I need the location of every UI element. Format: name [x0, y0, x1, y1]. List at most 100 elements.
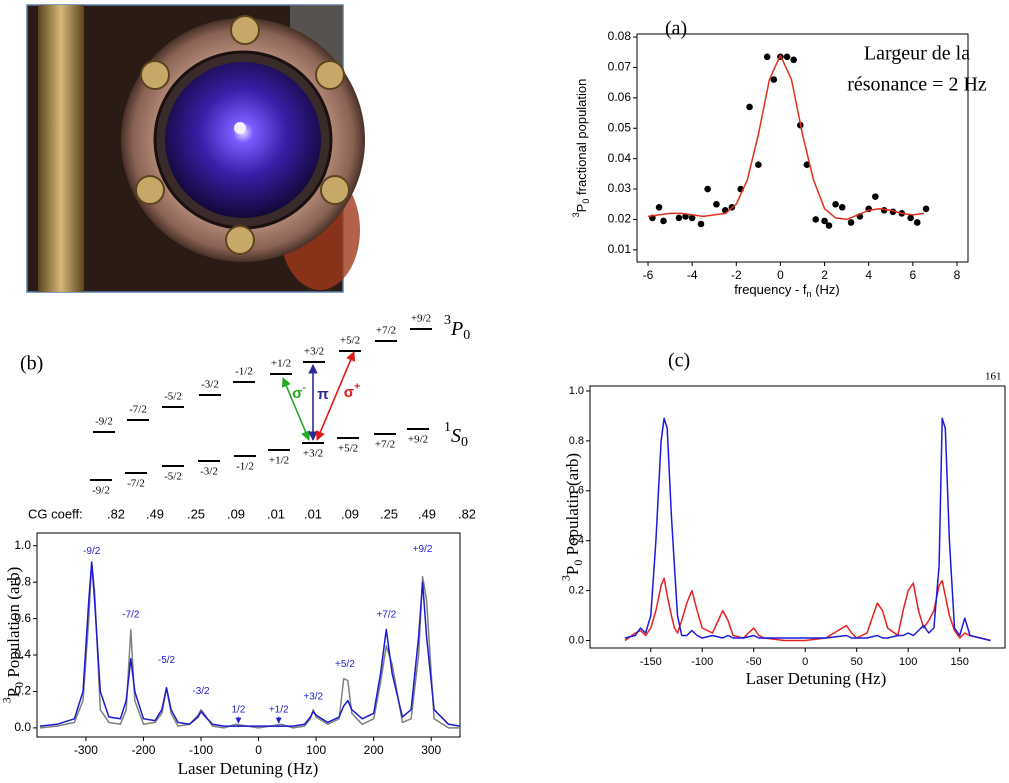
text-part: P	[574, 204, 589, 213]
text-part: 0	[463, 328, 470, 343]
y-tick-label: 0.02	[608, 212, 632, 226]
peak-label: +5/2	[335, 659, 355, 670]
data-point	[713, 200, 720, 208]
peak-label: +7/2	[376, 610, 396, 621]
cg-value: .25	[187, 506, 205, 521]
cg-value: .82	[107, 506, 125, 521]
text-part: σ	[292, 385, 302, 402]
x-axis-label: frequency - fn (Hz)	[734, 282, 840, 299]
plot-frame	[589, 385, 1006, 649]
note: 161	[985, 371, 1002, 383]
text-part: 0	[461, 435, 468, 450]
y-tick-label: 0.2	[569, 585, 584, 597]
text-part: 0	[12, 682, 26, 688]
y-tick-label: 1.0	[14, 538, 31, 552]
x-tick-label: 100	[306, 743, 326, 757]
text-part: P	[450, 318, 463, 340]
x-tick-label: 300	[421, 743, 441, 757]
level-label: +3/2	[303, 448, 323, 460]
x-tick-label: -2	[731, 268, 742, 282]
level-label: -5/2	[164, 391, 182, 403]
y-tick-label: 0.01	[608, 242, 632, 256]
data-point	[832, 200, 839, 208]
data-point	[763, 53, 771, 61]
data-point	[746, 103, 753, 111]
transition-label: σ-	[292, 381, 306, 402]
cg-value: .01	[304, 506, 322, 521]
level-label: -3/2	[200, 466, 218, 478]
peak-label: +3/2	[303, 692, 323, 703]
cg-value: .01	[267, 506, 285, 521]
x-tick-label: 0	[255, 743, 262, 757]
level-label: -7/2	[127, 478, 145, 490]
panel-label: (a)	[665, 18, 687, 40]
text-part: 0	[571, 560, 585, 566]
text-part: P	[563, 566, 582, 575]
x-tick-label: 4	[865, 268, 872, 282]
data-point	[825, 222, 833, 229]
y-tick-label: 0.4	[569, 535, 584, 547]
state-name: 1S0	[444, 420, 468, 450]
data-line	[39, 561, 460, 729]
x-tick-label: 50	[851, 656, 863, 668]
level-label: +3/2	[304, 346, 324, 358]
text-part: S	[451, 425, 461, 447]
data-line	[624, 577, 991, 642]
y-tick-label: 0.0	[14, 720, 31, 734]
data-point	[655, 203, 663, 211]
x-tick-label: -100	[189, 743, 213, 757]
peak-label: -9/2	[83, 546, 101, 557]
plot-frame	[36, 532, 461, 738]
x-tick-label: -200	[131, 743, 155, 757]
level-label: +5/2	[340, 335, 360, 347]
y-tick-label: 0.6	[14, 611, 31, 625]
x-tick-label: -150	[640, 656, 662, 668]
level-label: +5/2	[338, 443, 358, 455]
data-point	[697, 220, 705, 228]
data-point	[755, 161, 762, 169]
text-part: 0	[581, 199, 591, 204]
data-point	[872, 193, 879, 200]
level-label: -5/2	[164, 471, 182, 483]
y-tick-label: 1.0	[569, 385, 584, 397]
x-tick-label: 2	[821, 268, 828, 282]
annotation: résonance = 2 Hz	[847, 74, 987, 96]
y-tick-label: 0.4	[14, 647, 31, 661]
y-tick-label: 0.03	[608, 181, 632, 195]
x-tick-label: 6	[909, 268, 916, 282]
text-part: 1	[444, 420, 451, 435]
peak-label: -3/2	[192, 686, 210, 697]
cg-value: .49	[418, 506, 436, 521]
level-label: +9/2	[411, 313, 431, 325]
y-axis-label: 3P0 Populatin (arb)	[558, 453, 585, 581]
photo	[26, 4, 365, 293]
y-tick-label: 0.6	[569, 485, 584, 497]
text-part: 3	[444, 313, 451, 328]
cg-label: CG coeff:	[28, 506, 83, 521]
data-point	[790, 56, 797, 64]
y-tick-label: 0.06	[608, 90, 632, 104]
level-label: +7/2	[375, 439, 395, 451]
transition-label: σ+	[344, 380, 360, 401]
y-tick-label: 0.8	[14, 574, 31, 588]
data-point	[838, 203, 846, 211]
x-axis-label: Laser Detuning (Hz)	[746, 669, 887, 688]
cg-value: .25	[380, 506, 398, 521]
text-part: frequency - f	[734, 282, 807, 297]
transition-arrow	[281, 377, 311, 441]
data-point	[704, 185, 711, 193]
data-point	[803, 161, 811, 169]
text-part: Population (arb)	[4, 567, 23, 682]
data-point	[688, 214, 696, 222]
transition-label: π	[317, 386, 329, 403]
level-label: +1/2	[269, 455, 289, 467]
x-tick-label: 0	[802, 656, 808, 668]
data-point	[812, 216, 820, 223]
text-part: Laser Detuning (Hz)	[178, 759, 319, 778]
plot-frame	[636, 33, 969, 263]
y-tick-label: 0.08	[608, 29, 632, 43]
text-part: n	[807, 289, 812, 299]
text-part: σ	[344, 384, 354, 401]
y-axis-label: 3P0 Population (arb)	[0, 567, 26, 704]
